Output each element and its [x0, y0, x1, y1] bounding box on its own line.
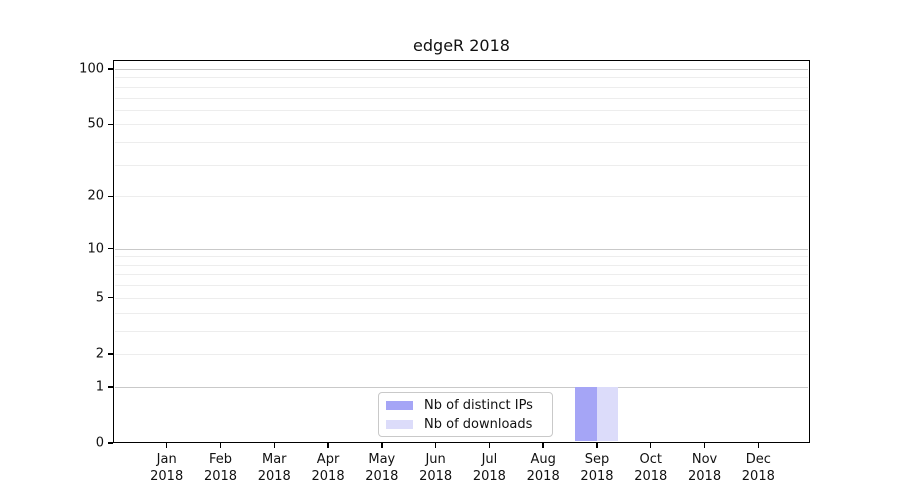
legend: Nb of distinct IPs Nb of downloads	[378, 392, 553, 437]
minor-gridline	[114, 256, 809, 258]
minor-gridline	[114, 274, 809, 276]
x-tick-label: Jul 2018	[472, 452, 506, 484]
legend-item-downloads: Nb of downloads	[386, 417, 552, 432]
x-tick-mark	[273, 443, 275, 448]
minor-gridline	[114, 97, 809, 99]
y-tick-mark	[108, 247, 113, 250]
x-tick-mark	[703, 443, 706, 448]
minor-gridline	[114, 297, 809, 299]
bar-distinct-ips	[575, 386, 597, 442]
minor-gridline	[114, 196, 809, 198]
x-tick-mark	[596, 443, 598, 448]
major-gridline	[114, 69, 809, 70]
minor-gridline	[114, 330, 809, 332]
y-tick-label: 10	[87, 241, 104, 257]
x-tick-label: Apr 2018	[311, 452, 345, 484]
x-tick-mark	[166, 443, 168, 448]
minor-gridline	[114, 353, 809, 355]
x-tick-mark	[381, 443, 383, 448]
y-tick-mark	[108, 195, 113, 197]
x-tick-mark	[650, 443, 652, 448]
legend-label-downloads: Nb of downloads	[424, 416, 533, 432]
y-tick-mark	[108, 123, 113, 126]
x-tick-mark	[434, 443, 437, 448]
minor-gridline	[114, 124, 809, 126]
major-gridline	[114, 248, 809, 250]
x-tick-label: Oct 2018	[634, 452, 668, 484]
x-tick-mark	[757, 443, 760, 448]
y-tick-mark	[108, 353, 113, 355]
minor-gridline	[114, 77, 809, 79]
y-tick-mark	[108, 386, 113, 388]
legend-swatch-downloads-icon	[386, 419, 413, 429]
x-tick-mark	[488, 443, 491, 448]
major-gridline	[114, 386, 809, 388]
x-tick-label: Nov 2018	[688, 452, 722, 484]
x-tick-label: Sep 2018	[580, 452, 614, 484]
x-tick-label: Jan 2018	[150, 452, 184, 484]
legend-swatch-distinct-ips-icon	[386, 400, 413, 410]
minor-gridline	[114, 86, 809, 88]
minor-gridline	[114, 264, 809, 266]
y-tick-label: 0	[95, 435, 104, 451]
minor-gridline	[114, 142, 809, 144]
y-tick-label: 5	[95, 290, 104, 306]
y-tick-label: 20	[87, 188, 104, 204]
x-tick-label: Aug 2018	[526, 452, 560, 484]
x-tick-label: Feb 2018	[203, 452, 238, 484]
x-tick-label: May 2018	[365, 452, 399, 484]
y-tick-label: 100	[79, 61, 104, 77]
chart-title: edgeR 2018	[413, 36, 510, 55]
legend-item-distinct-ips: Nb of distinct IPs	[386, 398, 552, 413]
y-tick-label: 1	[95, 379, 104, 395]
legend-label-distinct-ips: Nb of distinct IPs	[424, 397, 533, 413]
minor-gridline	[114, 109, 809, 111]
minor-gridline	[114, 312, 809, 314]
y-tick-label: 2	[95, 346, 104, 362]
x-tick-label: Dec 2018	[741, 452, 775, 484]
plot-area	[113, 60, 810, 443]
x-tick-mark	[542, 443, 544, 448]
y-tick-mark	[108, 297, 113, 299]
x-tick-label: Mar 2018	[257, 452, 291, 484]
minor-gridline	[114, 164, 809, 166]
x-tick-mark	[219, 443, 222, 448]
y-tick-label: 50	[87, 116, 104, 132]
bar-downloads	[596, 386, 619, 442]
x-tick-mark	[327, 443, 329, 448]
y-tick-mark	[108, 68, 113, 70]
x-tick-label: Jun 2018	[419, 452, 453, 484]
y-tick-mark	[108, 442, 113, 444]
minor-gridline	[114, 285, 809, 287]
